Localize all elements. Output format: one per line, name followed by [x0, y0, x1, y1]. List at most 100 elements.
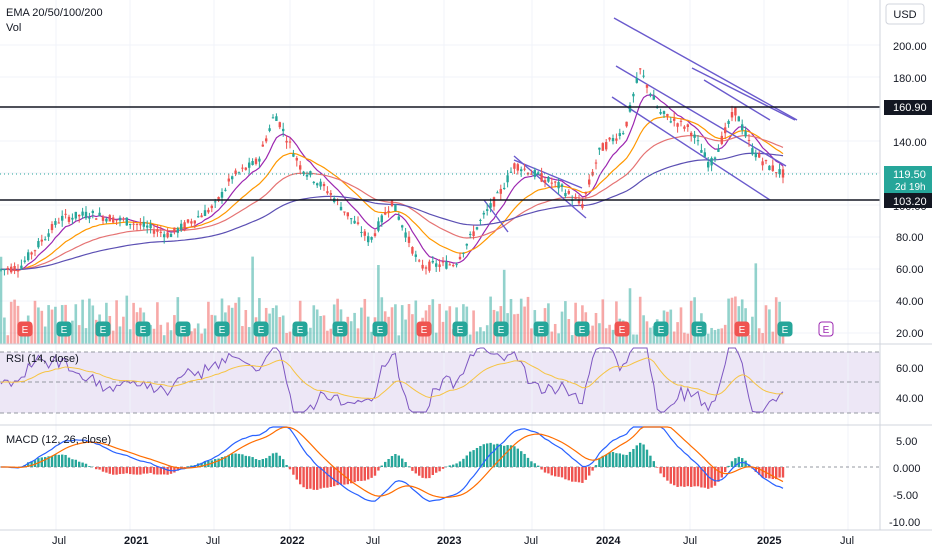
volume-bar	[721, 328, 724, 344]
volume-bar	[751, 317, 754, 344]
volume-bar	[639, 297, 642, 344]
volume-bar	[598, 323, 601, 344]
volume-bar	[432, 299, 435, 344]
macd-hist-bar	[401, 459, 403, 467]
macd-hist-bar	[411, 467, 413, 471]
volume-bar	[707, 334, 710, 344]
svg-text:E: E	[22, 325, 29, 336]
macd-hist-bar	[435, 467, 437, 473]
volume-bar	[683, 333, 686, 344]
svg-text:2025: 2025	[757, 535, 781, 547]
volume-bar	[748, 335, 751, 344]
macd-hist-bar	[605, 455, 607, 467]
volume-bar	[768, 309, 771, 344]
macd-hist-bar	[418, 467, 420, 476]
macd-tick-m5: -5.00	[893, 490, 918, 502]
macd-hist-bar	[309, 467, 311, 489]
macd-hist-bar	[306, 467, 308, 489]
level-label-160: 160.90	[893, 102, 927, 114]
macd-tick-m10: -10.00	[889, 517, 920, 529]
svg-text:Jul: Jul	[683, 535, 697, 547]
macd-hist-bar	[54, 455, 56, 467]
macd-hist-bar	[585, 467, 587, 480]
macd-hist-bar	[139, 467, 141, 475]
macd-hist-bar	[421, 467, 423, 478]
volume-bar	[557, 333, 560, 344]
macd-hist-bar	[517, 449, 519, 467]
macd-hist-bar	[534, 463, 536, 467]
earnings-icon: E	[778, 322, 792, 336]
macd-hist-bar	[646, 450, 648, 467]
svg-text:E: E	[823, 325, 830, 336]
volume-bar	[7, 335, 10, 344]
macd-hist-bar	[275, 453, 277, 467]
earnings-icon: E	[215, 322, 229, 336]
macd-hist-bar	[680, 467, 682, 486]
volume-bar	[717, 329, 720, 344]
macd-hist-bar	[415, 467, 417, 473]
macd-hist-bar	[697, 467, 699, 486]
volume-bar	[591, 326, 594, 344]
volume-bar	[122, 317, 125, 344]
macd-hist-bar	[360, 467, 362, 481]
macd-hist-bar	[738, 457, 740, 467]
volume-bar	[595, 313, 598, 344]
candle	[126, 217, 128, 226]
svg-text:140.00: 140.00	[893, 137, 927, 149]
macd-hist-bar	[231, 454, 233, 467]
macd-hist-bar	[234, 453, 236, 467]
svg-text:E: E	[180, 325, 187, 336]
macd-hist-bar	[574, 467, 576, 482]
volume-bar	[316, 309, 319, 344]
macd-hist-bar	[649, 456, 651, 467]
volume-bar	[51, 310, 54, 344]
volume-bar	[551, 332, 554, 344]
volume-bar	[486, 325, 489, 344]
macd-hist-bar	[404, 462, 406, 467]
svg-text:Jul: Jul	[366, 535, 380, 547]
volume-bar	[489, 297, 492, 344]
earnings-icon: E	[136, 322, 150, 336]
volume-bar	[13, 300, 16, 344]
volume-bar	[272, 308, 275, 344]
macd-hist-bar	[466, 455, 468, 467]
volume-bar	[758, 328, 761, 344]
volume-bar	[177, 297, 180, 344]
macd-hist-bar	[629, 452, 631, 467]
macd-tick-5: 5.00	[896, 436, 917, 448]
macd-hist-bar	[58, 455, 60, 467]
macd-hist-bar	[255, 459, 257, 467]
volume-bar	[88, 299, 91, 344]
macd-hist-bar	[64, 455, 66, 467]
volume-bar	[693, 297, 696, 344]
volume-bar	[646, 321, 649, 344]
macd-hist-bar	[608, 453, 610, 467]
earnings-icon: E	[176, 322, 190, 336]
macd-hist-bar	[551, 467, 553, 475]
volume-bar	[568, 319, 571, 344]
macd-hist-bar	[381, 466, 383, 467]
macd-hist-bar	[285, 465, 287, 467]
svg-text:Jul: Jul	[840, 535, 854, 547]
volume-bar	[173, 315, 176, 344]
volume-bar	[238, 297, 241, 344]
macd-hist-bar	[500, 445, 502, 467]
macd-hist-bar	[428, 467, 430, 478]
volume-bar	[625, 336, 628, 344]
macd-hist-bar	[75, 460, 77, 467]
current-price: 119.50	[893, 169, 926, 181]
macd-hist-bar	[258, 460, 260, 467]
macd-hist-bar	[289, 467, 291, 469]
volume-bar	[245, 310, 248, 344]
macd-hist-bar	[612, 452, 614, 467]
volume-bar	[126, 296, 129, 344]
volume-bar	[513, 314, 516, 344]
svg-text:Jul: Jul	[206, 535, 220, 547]
volume-bar	[398, 335, 401, 344]
macd-hist-bar	[472, 450, 474, 467]
macd-hist-bar	[527, 458, 529, 467]
volume-bar	[690, 301, 693, 344]
volume-bar	[782, 336, 785, 344]
macd-hist-bar	[248, 456, 250, 467]
